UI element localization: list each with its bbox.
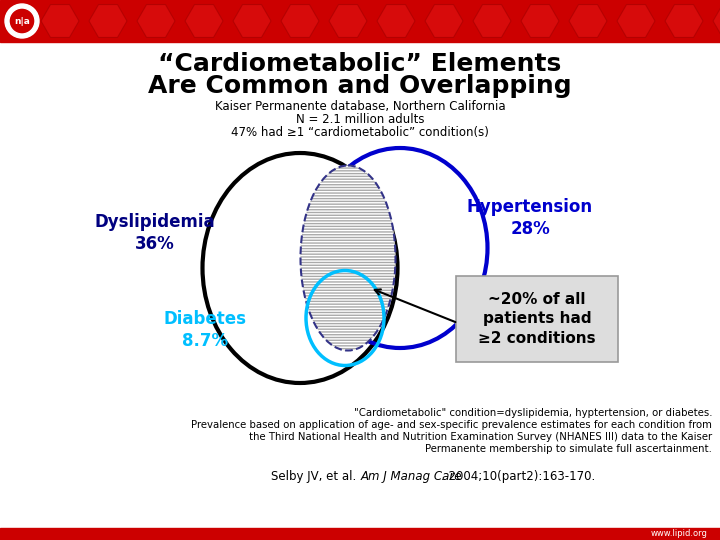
- Bar: [0, 528, 720, 540]
- Text: Are Common and Overlapping: Are Common and Overlapping: [148, 74, 572, 98]
- Text: ~20% of all
patients had
≥2 conditions: ~20% of all patients had ≥2 conditions: [478, 292, 596, 346]
- Text: Diabetes
8.7%: Diabetes 8.7%: [163, 310, 246, 350]
- Text: the Third National Health and Nutrition Examination Survey (NHANES III) data to : the Third National Health and Nutrition …: [249, 432, 712, 442]
- Text: . 2004;10(part2):163-170.: . 2004;10(part2):163-170.: [441, 470, 595, 483]
- Text: Kaiser Permanente database, Northern California: Kaiser Permanente database, Northern Cal…: [215, 100, 505, 113]
- Text: n|a: n|a: [14, 17, 30, 25]
- Text: “Cardiometabolic” Elements: “Cardiometabolic” Elements: [158, 52, 562, 76]
- Text: Prevalence based on application of age- and sex-specific prevalence estimates fo: Prevalence based on application of age- …: [191, 420, 712, 430]
- Circle shape: [5, 4, 39, 38]
- Text: Permanente membership to simulate full ascertainment.: Permanente membership to simulate full a…: [425, 444, 712, 454]
- Text: 47% had ≥1 “cardiometabolic” condition(s): 47% had ≥1 “cardiometabolic” condition(s…: [231, 126, 489, 139]
- Text: "Cardiometabolic" condition=dyslipidemia, hyptertension, or diabetes.: "Cardiometabolic" condition=dyslipidemia…: [354, 408, 712, 418]
- Text: Dyslipidemia
36%: Dyslipidemia 36%: [95, 213, 215, 253]
- Text: N = 2.1 million adults: N = 2.1 million adults: [296, 113, 424, 126]
- Text: Selby JV, et al.: Selby JV, et al.: [271, 470, 360, 483]
- Text: Am J Manag Care: Am J Manag Care: [361, 470, 462, 483]
- Ellipse shape: [300, 165, 395, 350]
- FancyBboxPatch shape: [456, 276, 618, 362]
- Circle shape: [9, 8, 35, 34]
- Text: Hypertension
28%: Hypertension 28%: [467, 198, 593, 238]
- Text: www.lipid.org: www.lipid.org: [651, 530, 708, 538]
- Bar: [0, 0, 720, 42]
